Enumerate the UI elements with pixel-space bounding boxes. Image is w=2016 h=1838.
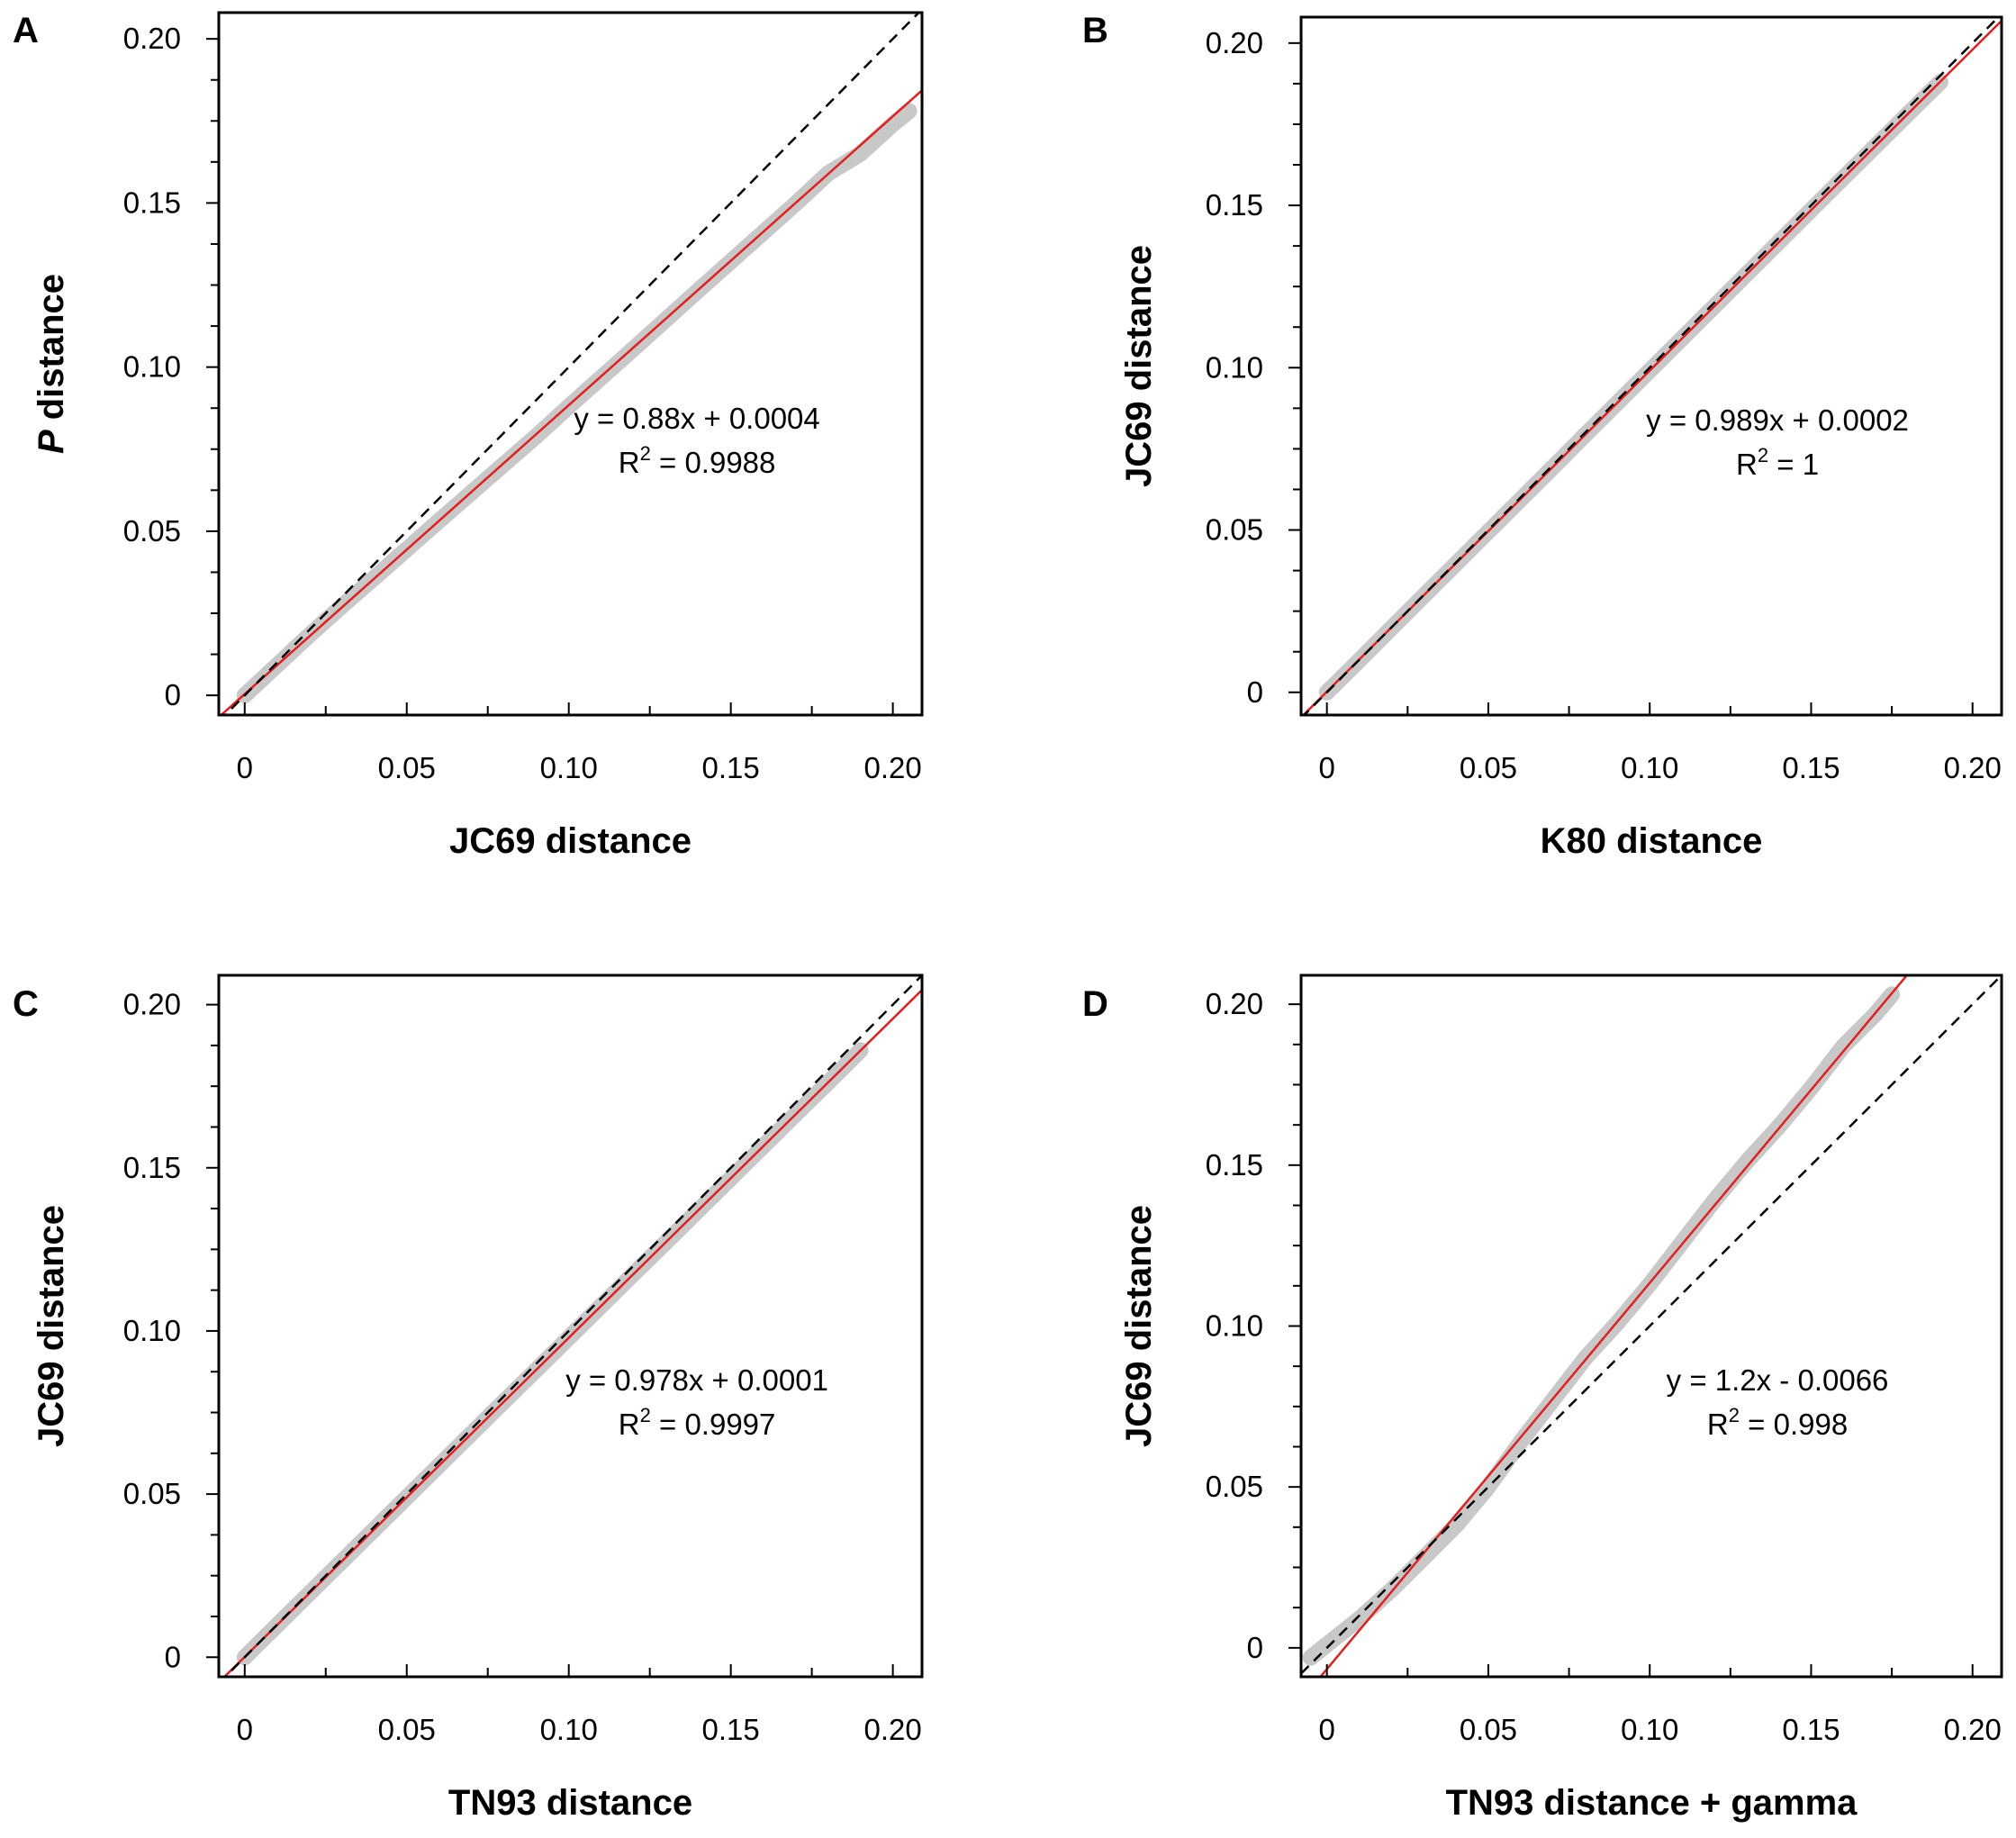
panel-d-y-tick-label: 0 [1247,1631,1263,1664]
panel-c-x-tick-label: 0 [237,1713,253,1746]
panel-b-label: B [1082,11,1108,50]
panel-a-y-tick-label: 0.10 [123,350,181,384]
panel-a-x-tick-label: 0.20 [863,751,921,784]
panel-b-y-tick-label: 0.20 [1206,26,1263,59]
panel-b: B 0 0.05 0.10 0.15 0.20 0 0.05 0.10 0.15 0.20 K80 d… [1082,11,2003,861]
panel-d: D 0 0.05 0.10 0.15 0.20 0 0.05 0.10 0.15 0.20 TN93 … [1082,973,2003,1823]
panel-b-x-tick-label: 0 [1319,751,1335,784]
panel-b-y-tick-label: 0.15 [1206,188,1263,222]
panel-d-x-tick-label: 0.15 [1782,1713,1840,1746]
panel-a-r-squared: R2 = 0.9988 [619,442,776,479]
panel-d-y-axis-title: JC69 distance [1119,1205,1159,1447]
panel-b-y-tick-label: 0.10 [1206,350,1263,384]
panel-a-x-tick-label: 0.05 [378,751,436,784]
panel-c-x-axis-title: TN93 distance [448,1783,692,1823]
panel-d-points [1302,986,1901,1666]
panel-c-regression-line [222,989,922,1677]
panel-a-y-tick-label: 0.15 [123,186,181,219]
panel-b-x-tick-label: 0.20 [1944,751,2002,784]
panel-a-x-tick-label: 0 [237,751,253,784]
panel-b-y-tick-label: 0 [1247,675,1263,709]
panel-d-identity-line [1301,975,2002,1675]
panel-a-x-tick-label: 0.10 [540,751,598,784]
panel-c-y-tick-label: 0.10 [123,1314,181,1347]
panel-a-y-tick-label: 0.20 [123,22,181,55]
panel-d-data [1301,975,2002,1677]
panel-d-y-tick-label: 0.15 [1206,1148,1263,1182]
panel-a-regression-line [219,89,922,715]
panel-b-data [1301,17,2002,715]
panel-b-equation: y = 0.989x + 0.0002 [1646,403,1909,437]
panel-b-identity-line [1302,17,2001,715]
panel-c-y-tick-label: 0.15 [123,1151,181,1184]
panel-a-x-axis-title: JC69 distance [449,821,692,861]
panel-a-y-tick-label: 0.05 [123,514,181,548]
panel-d-y-tick-label: 0.10 [1206,1309,1263,1343]
panel-a-equation: y = 0.88x + 0.0004 [574,402,819,435]
panel-c-r-squared: R2 = 0.9997 [619,1404,776,1441]
panel-a-frame [217,11,924,717]
panel-c-y-tick-label: 0.05 [123,1477,181,1510]
panel-d-x-tick-label: 0.05 [1460,1713,1517,1746]
panel-a-y-axis-title: P distance [32,274,71,454]
panel-b-frame [1299,15,2003,717]
panel-b-x-axis-title: K80 distance [1541,821,1763,861]
panel-c: C 0 0.05 0.10 0.15 0.20 0 0.05 0.10 0.15 0.20 TN93 … [13,973,924,1823]
panel-c-y-tick-label: 0.20 [123,988,181,1021]
panel-a-point [900,103,918,120]
panel-c-x-tick-label: 0.20 [863,1713,921,1746]
panel-d-x-tick-label: 0.20 [1944,1713,2002,1746]
panel-b-x-tick-label: 0.15 [1782,751,1840,784]
panel-d-x-axis-title: TN93 distance + gamma [1446,1783,1858,1823]
panel-d-label: D [1082,984,1108,1024]
panel-a: A 0 0.05 0.10 0.15 0.20 0 0.05 0.10 0.15 0.20 JC69 … [13,11,924,861]
panel-c-x-tick-label: 0.10 [540,1713,598,1746]
panel-c-y-axis-title: JC69 distance [32,1205,71,1447]
panel-a-label: A [13,11,39,50]
panel-c-equation: y = 0.978x + 0.0001 [565,1363,828,1397]
panel-c-frame [217,973,924,1679]
panel-b-y-axis-title: JC69 distance [1119,245,1159,487]
panel-d-r-squared: R2 = 0.998 [1707,1404,1848,1441]
panel-c-x-tick-label: 0.05 [378,1713,436,1746]
panel-d-regression-line [1318,975,1909,1677]
panel-d-y-tick-label: 0.20 [1206,987,1263,1020]
panel-a-x-tick-label: 0.15 [702,751,760,784]
panel-d-y-tick-label: 0.05 [1206,1470,1263,1503]
panel-d-x-tick-label: 0 [1319,1713,1335,1746]
panel-a-y-tick-label: 0 [165,678,181,711]
panel-d-x-tick-label: 0.10 [1621,1713,1678,1746]
panel-b-x-tick-label: 0.05 [1460,751,1517,784]
panel-a-identity-line [223,13,921,715]
panel-b-y-tick-label: 0.05 [1206,513,1263,547]
panel-c-identity-line [223,975,922,1677]
panel-a-data [219,13,922,715]
panel-d-equation: y = 1.2x - 0.0066 [1667,1363,1889,1397]
panel-b-x-tick-label: 0.10 [1621,751,1678,784]
panel-c-x-tick-label: 0.15 [702,1713,760,1746]
panel-c-y-tick-label: 0 [165,1640,181,1673]
panel-b-r-squared: R2 = 1 [1736,444,1819,481]
panel-c-data [222,975,922,1677]
panel-c-label: C [13,984,39,1024]
